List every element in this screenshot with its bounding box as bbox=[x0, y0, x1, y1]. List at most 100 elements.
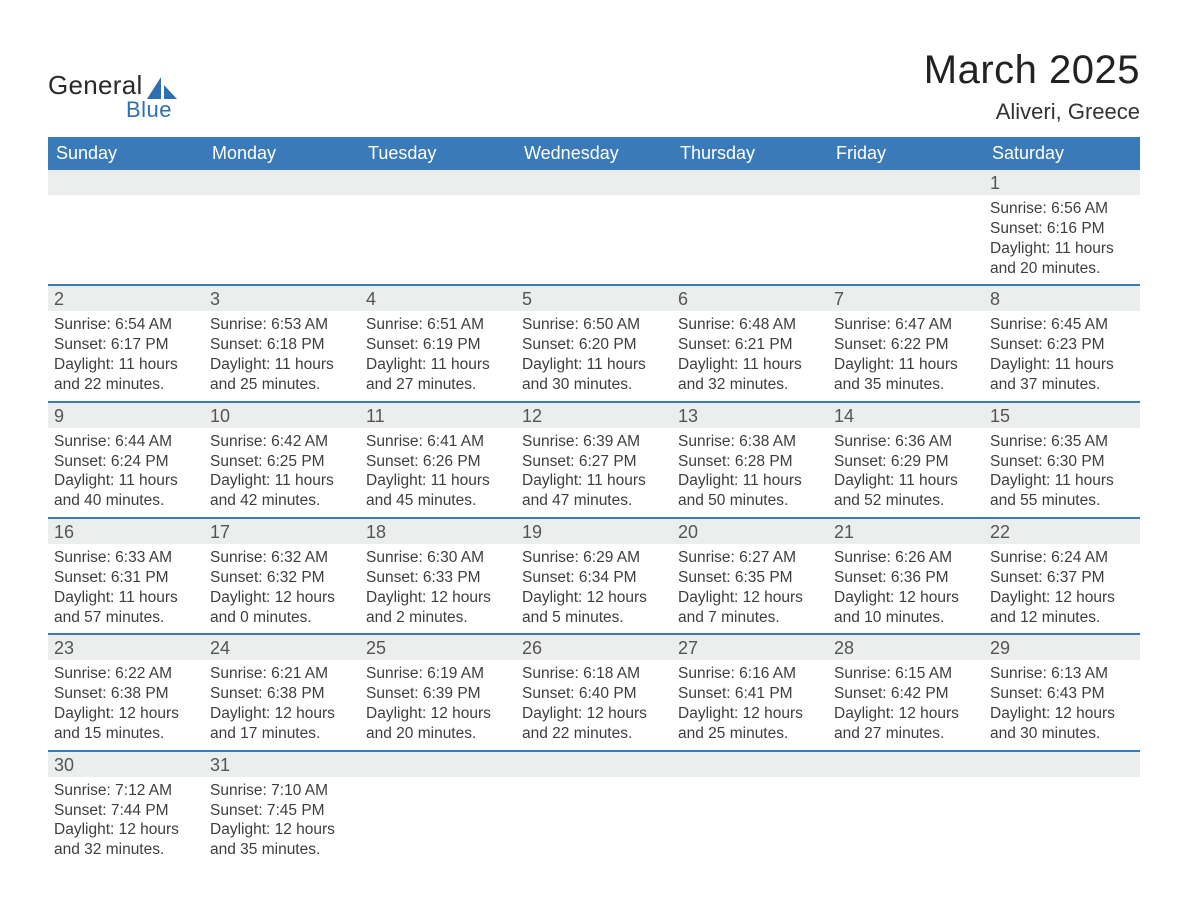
sunset-line: Sunset: 6:21 PM bbox=[678, 335, 822, 355]
day-number: 8 bbox=[990, 289, 1000, 309]
daylight-line: Daylight: 11 hours bbox=[990, 471, 1134, 491]
day-number-cell: 22 bbox=[984, 518, 1140, 544]
sunset-line: Sunset: 6:31 PM bbox=[54, 568, 198, 588]
sunrise-line: Sunrise: 6:30 AM bbox=[366, 548, 510, 568]
daynum-row: 3031 bbox=[48, 751, 1140, 777]
sunrise-line: Sunrise: 6:21 AM bbox=[210, 664, 354, 684]
header-right: March 2025 Aliveri, Greece bbox=[924, 48, 1140, 125]
sunrise-line: Sunrise: 6:42 AM bbox=[210, 432, 354, 452]
sunset-line: Sunset: 6:19 PM bbox=[366, 335, 510, 355]
daylight-line: and 37 minutes. bbox=[990, 375, 1134, 395]
day-data-cell bbox=[984, 777, 1140, 866]
day-number-cell bbox=[828, 170, 984, 195]
day-data-cell bbox=[828, 777, 984, 866]
daylight-line: Daylight: 12 hours bbox=[54, 820, 198, 840]
sunset-line: Sunset: 6:38 PM bbox=[210, 684, 354, 704]
sunset-line: Sunset: 6:35 PM bbox=[678, 568, 822, 588]
sunrise-line: Sunrise: 6:38 AM bbox=[678, 432, 822, 452]
day-number-cell: 14 bbox=[828, 402, 984, 428]
day-data-cell: Sunrise: 6:19 AMSunset: 6:39 PMDaylight:… bbox=[360, 660, 516, 750]
day-number: 16 bbox=[54, 522, 74, 542]
sunrise-line: Sunrise: 6:51 AM bbox=[366, 315, 510, 335]
day-number: 9 bbox=[54, 406, 64, 426]
sunset-line: Sunset: 6:26 PM bbox=[366, 452, 510, 472]
daylight-line: Daylight: 12 hours bbox=[990, 704, 1134, 724]
day-number: 4 bbox=[366, 289, 376, 309]
daynum-row: 9101112131415 bbox=[48, 402, 1140, 428]
sunrise-line: Sunrise: 6:50 AM bbox=[522, 315, 666, 335]
daylight-line: and 7 minutes. bbox=[678, 608, 822, 628]
day-number: 17 bbox=[210, 522, 230, 542]
day-number-cell bbox=[360, 751, 516, 777]
daylight-line: Daylight: 12 hours bbox=[678, 588, 822, 608]
day-data-cell: Sunrise: 6:38 AMSunset: 6:28 PMDaylight:… bbox=[672, 428, 828, 518]
daylight-line: and 20 minutes. bbox=[366, 724, 510, 744]
day-number: 6 bbox=[678, 289, 688, 309]
sunset-line: Sunset: 6:38 PM bbox=[54, 684, 198, 704]
daylight-line: and 15 minutes. bbox=[54, 724, 198, 744]
daynum-row: 1 bbox=[48, 170, 1140, 195]
calendar-table: SundayMondayTuesdayWednesdayThursdayFrid… bbox=[48, 137, 1140, 866]
daylight-line: and 50 minutes. bbox=[678, 491, 822, 511]
day-number-cell: 1 bbox=[984, 170, 1140, 195]
day-number-cell bbox=[360, 170, 516, 195]
daylight-line: Daylight: 11 hours bbox=[678, 355, 822, 375]
day-number: 26 bbox=[522, 638, 542, 658]
day-data-cell: Sunrise: 6:18 AMSunset: 6:40 PMDaylight:… bbox=[516, 660, 672, 750]
day-data-cell bbox=[516, 195, 672, 285]
day-number: 7 bbox=[834, 289, 844, 309]
daylight-line: and 12 minutes. bbox=[990, 608, 1134, 628]
daylight-line: and 30 minutes. bbox=[522, 375, 666, 395]
daylight-line: Daylight: 11 hours bbox=[54, 355, 198, 375]
sunset-line: Sunset: 7:44 PM bbox=[54, 801, 198, 821]
day-number-cell: 27 bbox=[672, 634, 828, 660]
daylight-line: and 45 minutes. bbox=[366, 491, 510, 511]
daylight-line: and 55 minutes. bbox=[990, 491, 1134, 511]
sunrise-line: Sunrise: 6:48 AM bbox=[678, 315, 822, 335]
weekday-header: Friday bbox=[828, 137, 984, 170]
day-number-cell: 18 bbox=[360, 518, 516, 544]
day-data-cell bbox=[48, 195, 204, 285]
day-data-cell bbox=[360, 195, 516, 285]
daylight-line: and 35 minutes. bbox=[210, 840, 354, 860]
daylight-line: Daylight: 12 hours bbox=[990, 588, 1134, 608]
day-data-cell: Sunrise: 6:35 AMSunset: 6:30 PMDaylight:… bbox=[984, 428, 1140, 518]
day-data-row: Sunrise: 6:56 AMSunset: 6:16 PMDaylight:… bbox=[48, 195, 1140, 285]
sunrise-line: Sunrise: 6:56 AM bbox=[990, 199, 1134, 219]
daylight-line: Daylight: 12 hours bbox=[54, 704, 198, 724]
sunrise-line: Sunrise: 6:33 AM bbox=[54, 548, 198, 568]
daylight-line: and 40 minutes. bbox=[54, 491, 198, 511]
day-data-cell: Sunrise: 6:26 AMSunset: 6:36 PMDaylight:… bbox=[828, 544, 984, 634]
sunrise-line: Sunrise: 6:41 AM bbox=[366, 432, 510, 452]
day-number-cell: 23 bbox=[48, 634, 204, 660]
weekday-header: Sunday bbox=[48, 137, 204, 170]
day-number-cell: 3 bbox=[204, 285, 360, 311]
day-data-cell: Sunrise: 6:45 AMSunset: 6:23 PMDaylight:… bbox=[984, 311, 1140, 401]
day-number-cell bbox=[516, 751, 672, 777]
daylight-line: and 0 minutes. bbox=[210, 608, 354, 628]
day-number: 22 bbox=[990, 522, 1010, 542]
day-number: 24 bbox=[210, 638, 230, 658]
daylight-line: Daylight: 12 hours bbox=[366, 704, 510, 724]
daylight-line: Daylight: 11 hours bbox=[990, 239, 1134, 259]
day-number-cell bbox=[516, 170, 672, 195]
daylight-line: Daylight: 12 hours bbox=[522, 588, 666, 608]
day-data-cell: Sunrise: 6:24 AMSunset: 6:37 PMDaylight:… bbox=[984, 544, 1140, 634]
day-data-row: Sunrise: 6:54 AMSunset: 6:17 PMDaylight:… bbox=[48, 311, 1140, 401]
daylight-line: and 27 minutes. bbox=[834, 724, 978, 744]
daylight-line: and 25 minutes. bbox=[678, 724, 822, 744]
logo-text-blue: Blue bbox=[126, 97, 172, 123]
day-data-row: Sunrise: 6:22 AMSunset: 6:38 PMDaylight:… bbox=[48, 660, 1140, 750]
day-number-cell: 5 bbox=[516, 285, 672, 311]
sunset-line: Sunset: 6:37 PM bbox=[990, 568, 1134, 588]
day-data-cell bbox=[516, 777, 672, 866]
page-title: March 2025 bbox=[924, 48, 1140, 93]
daylight-line: Daylight: 11 hours bbox=[210, 355, 354, 375]
day-data-cell bbox=[828, 195, 984, 285]
daylight-line: and 57 minutes. bbox=[54, 608, 198, 628]
day-data-cell: Sunrise: 6:47 AMSunset: 6:22 PMDaylight:… bbox=[828, 311, 984, 401]
day-data-row: Sunrise: 7:12 AMSunset: 7:44 PMDaylight:… bbox=[48, 777, 1140, 866]
day-data-cell: Sunrise: 6:13 AMSunset: 6:43 PMDaylight:… bbox=[984, 660, 1140, 750]
day-number: 30 bbox=[54, 755, 74, 775]
sunrise-line: Sunrise: 6:35 AM bbox=[990, 432, 1134, 452]
